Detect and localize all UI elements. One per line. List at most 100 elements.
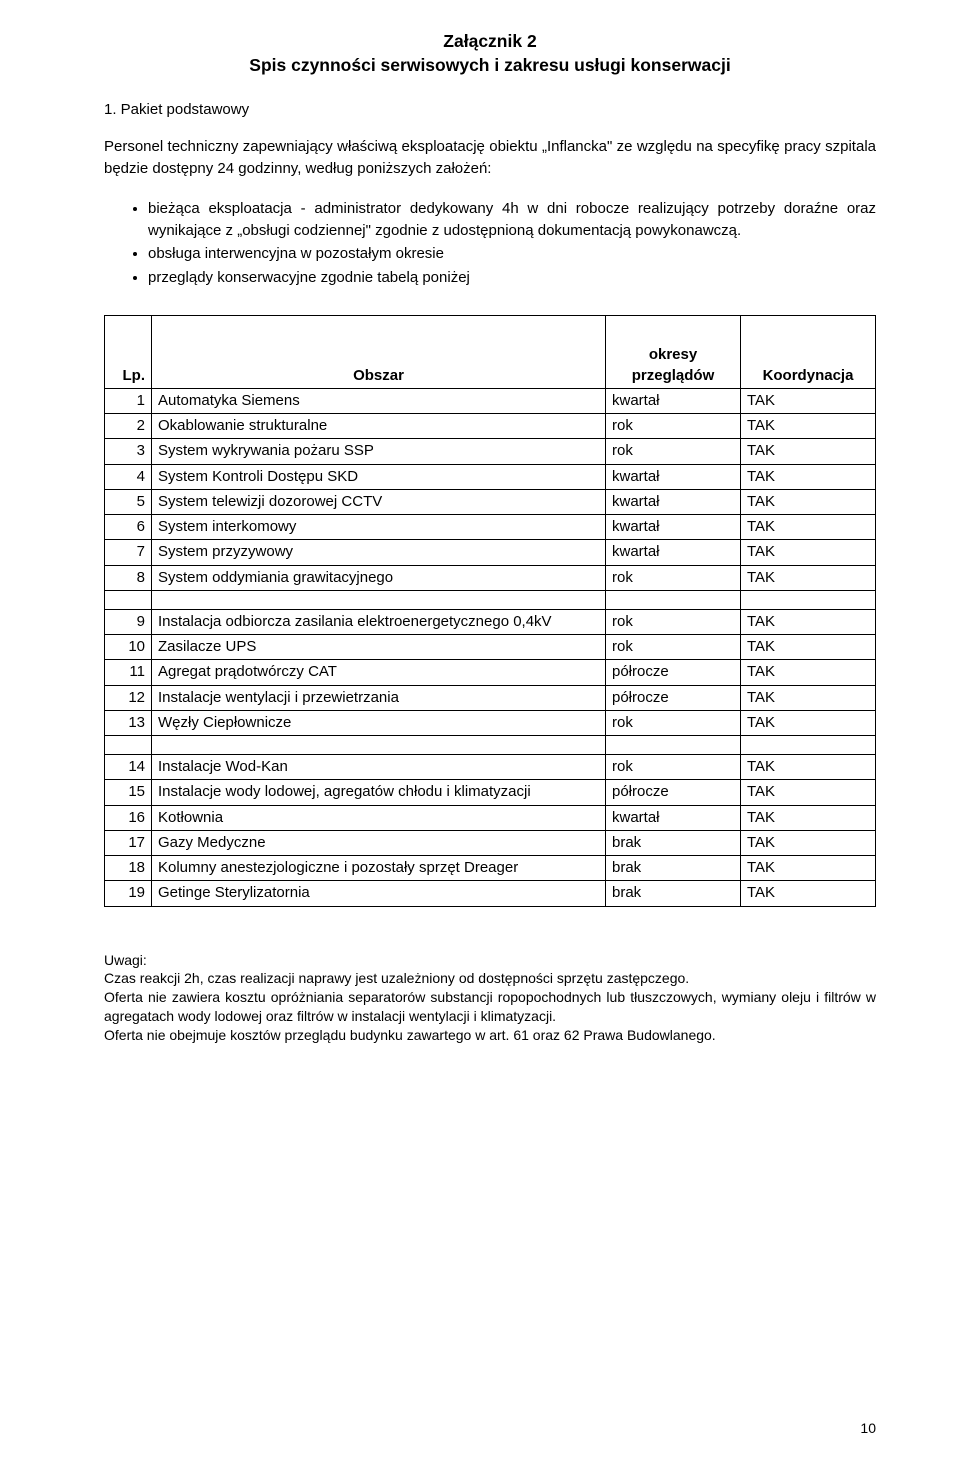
cell-coord: TAK [741,464,876,489]
cell-lp: 9 [105,609,152,634]
empty-cell [741,736,876,755]
cell-period: półrocze [606,685,741,710]
table-row: 19Getinge SterylizatorniabrakTAK [105,881,876,906]
cell-area: Kolumny anestezjologiczne i pozostały sp… [152,856,606,881]
empty-cell [105,736,152,755]
cell-area: System interkomowy [152,515,606,540]
cell-period: rok [606,609,741,634]
table-row: 17Gazy MedycznebrakTAK [105,830,876,855]
cell-period: kwartał [606,489,741,514]
cell-area: System wykrywania pożaru SSP [152,439,606,464]
cell-lp: 19 [105,881,152,906]
cell-area: Kotłownia [152,805,606,830]
cell-lp: 12 [105,685,152,710]
header-period: okresy przeglądów [606,315,741,388]
cell-coord: TAK [741,414,876,439]
table-row: 13Węzły CiepłowniczerokTAK [105,710,876,735]
table-body: 1Automatyka SiemenskwartałTAK2Okablowani… [105,388,876,906]
cell-period: rok [606,755,741,780]
empty-cell [606,736,741,755]
table-row: 9Instalacja odbiorcza zasilania elektroe… [105,609,876,634]
header-period-line1: okresy [649,346,697,363]
inspection-table: Lp. Obszar okresy przeglądów Koordynacja… [104,315,876,907]
cell-lp: 7 [105,540,152,565]
intro-paragraph: Personel techniczny zapewniający właściw… [104,136,876,180]
header-coord-label: Koordynacja [747,366,869,386]
cell-coord: TAK [741,830,876,855]
cell-period: brak [606,830,741,855]
cell-lp: 15 [105,780,152,805]
cell-lp: 6 [105,515,152,540]
cell-lp: 10 [105,635,152,660]
table-row: 11Agregat prądotwórczy CATpółroczeTAK [105,660,876,685]
page-number: 10 [860,1420,876,1436]
cell-lp: 2 [105,414,152,439]
cell-area: Instalacja odbiorcza zasilania elektroen… [152,609,606,634]
cell-lp: 5 [105,489,152,514]
title-line-1: Załącznik 2 [443,31,536,51]
empty-cell [152,590,606,609]
cell-period: brak [606,856,741,881]
cell-period: kwartał [606,540,741,565]
cell-lp: 4 [105,464,152,489]
cell-coord: TAK [741,881,876,906]
cell-area: Getinge Sterylizatornia [152,881,606,906]
notes-heading: Uwagi: [104,952,147,968]
table-row: 2Okablowanie strukturalnerokTAK [105,414,876,439]
cell-lp: 8 [105,565,152,590]
cell-coord: TAK [741,780,876,805]
table-row: 1Automatyka SiemenskwartałTAK [105,388,876,413]
cell-period: kwartał [606,515,741,540]
cell-lp: 18 [105,856,152,881]
cell-area: System telewizji dozorowej CCTV [152,489,606,514]
header-lp: Lp. [105,315,152,388]
cell-period: rok [606,635,741,660]
table-row: 6System interkomowykwartałTAK [105,515,876,540]
notes-line: Oferta nie zawiera kosztu opróżniania se… [104,989,876,1024]
table-header-row: Lp. Obszar okresy przeglądów Koordynacja [105,315,876,388]
section-heading: 1. Pakiet podstawowy [104,101,876,118]
list-item: obsługa interwencyjna w pozostałym okres… [148,243,876,265]
cell-coord: TAK [741,805,876,830]
empty-cell [741,590,876,609]
cell-area: System oddymiania grawitacyjnego [152,565,606,590]
cell-area: Automatyka Siemens [152,388,606,413]
cell-coord: TAK [741,388,876,413]
cell-area: Agregat prądotwórczy CAT [152,660,606,685]
cell-coord: TAK [741,565,876,590]
empty-cell [152,736,606,755]
cell-lp: 1 [105,388,152,413]
cell-area: Węzły Ciepłownicze [152,710,606,735]
cell-coord: TAK [741,635,876,660]
table-gap-row [105,590,876,609]
cell-period: rok [606,414,741,439]
cell-area: Instalacje Wod-Kan [152,755,606,780]
cell-period: kwartał [606,805,741,830]
title-line-2: Spis czynności serwisowych i zakresu usł… [249,55,730,75]
cell-period: półrocze [606,780,741,805]
header-area-label: Obszar [158,366,599,386]
cell-coord: TAK [741,685,876,710]
cell-area: Instalacje wentylacji i przewietrzania [152,685,606,710]
cell-period: rok [606,439,741,464]
table-row: 16KotłowniakwartałTAK [105,805,876,830]
assumptions-list: bieżąca eksploatacja - administrator ded… [104,198,876,289]
cell-coord: TAK [741,515,876,540]
cell-area: Gazy Medyczne [152,830,606,855]
table-row: 12Instalacje wentylacji i przewietrzania… [105,685,876,710]
header-period-line2: przeglądów [632,367,715,384]
cell-area: System Kontroli Dostępu SKD [152,464,606,489]
cell-area: Okablowanie strukturalne [152,414,606,439]
cell-period: brak [606,881,741,906]
table-row: 15Instalacje wody lodowej, agregatów chł… [105,780,876,805]
cell-coord: TAK [741,660,876,685]
cell-lp: 11 [105,660,152,685]
table-row: 4System Kontroli Dostępu SKDkwartałTAK [105,464,876,489]
cell-lp: 3 [105,439,152,464]
table-row: 10Zasilacze UPSrokTAK [105,635,876,660]
cell-period: półrocze [606,660,741,685]
header-area: Obszar [152,315,606,388]
table-row: 5System telewizji dozorowej CCTVkwartałT… [105,489,876,514]
cell-period: kwartał [606,388,741,413]
table-row: 18Kolumny anestezjologiczne i pozostały … [105,856,876,881]
